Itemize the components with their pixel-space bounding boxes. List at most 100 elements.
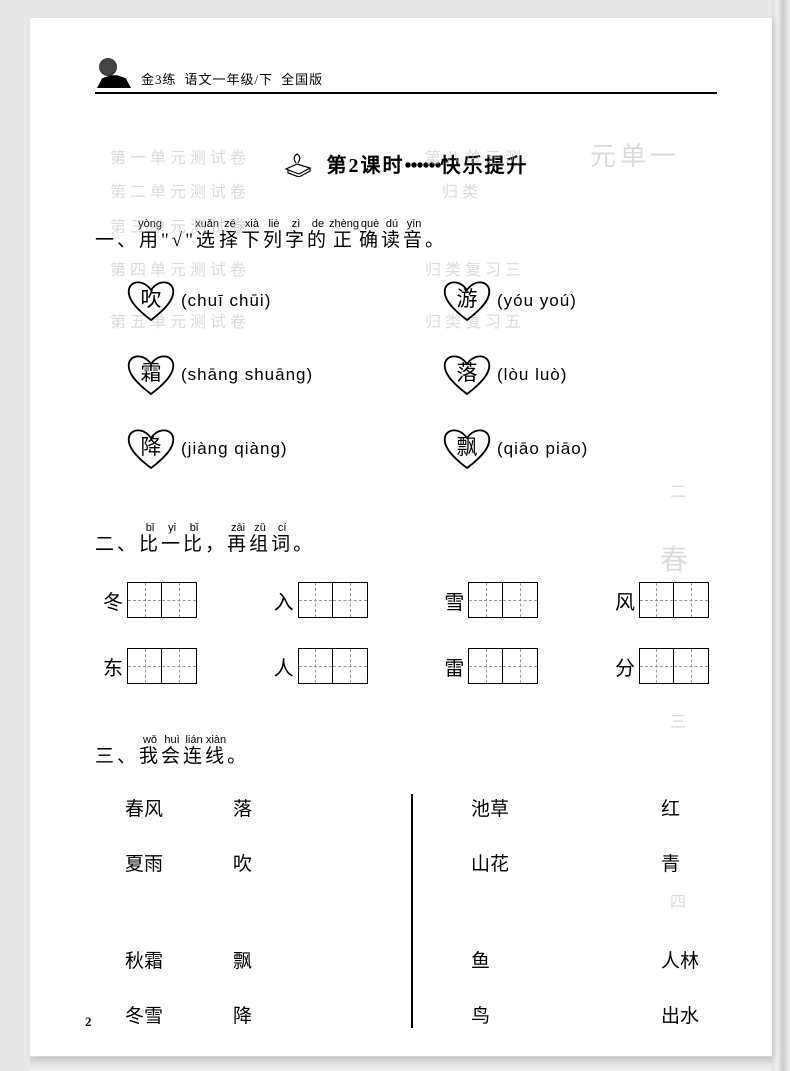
connect-word-right: 降: [233, 1001, 252, 1028]
plain-char: ，: [205, 534, 227, 555]
ruby-char: 我wǒ: [139, 746, 161, 767]
compare-item: 雪: [444, 582, 538, 618]
tianzige-box: [127, 582, 197, 618]
section-2-heading: 二、比bǐ一yi比bǐ，再zài组zǔ词cí。: [95, 522, 717, 554]
tianzige-cell: [128, 649, 162, 683]
heart-shape: 游: [441, 278, 493, 324]
connect-word-left: 池草: [471, 794, 509, 821]
section-2: 二、比bǐ一yi比bǐ，再zài组zǔ词cí。 冬 入 雪 风东 人 雷 分: [95, 522, 717, 684]
ruby-char: 音yīn: [403, 230, 425, 251]
connect-divider: [411, 794, 413, 1028]
connect-word-right: 吹: [233, 849, 252, 876]
compare-item: 分: [615, 648, 709, 684]
ghost-text: 第二单元测试卷: [110, 178, 250, 202]
tianzige-box: [639, 582, 709, 618]
heart-item: 霜(shāng shuāng): [125, 352, 401, 398]
connect-word-left: 鱼: [471, 946, 509, 973]
compare-item: 雷: [444, 648, 538, 684]
heart-grid: 吹 (chuī chūi) 游(yóu yoú) 霜(shāng shuāng) 落 (l…: [95, 278, 717, 472]
ruby-char: 会huì: [161, 746, 183, 767]
heart-char: 降: [141, 431, 162, 461]
page-header: 金3练 语文一年级/下 全国版: [95, 58, 717, 94]
compare-char: 雪: [444, 586, 464, 615]
tianzige-box: [468, 648, 538, 684]
heart-char: 吹: [141, 283, 162, 313]
plain-char: 。: [425, 230, 447, 251]
connect-right-column: 池草红山花青鱼人林鸟出水: [441, 794, 699, 1028]
pinyin-options: (lòu luò): [497, 365, 567, 385]
plain-char: √: [172, 230, 185, 251]
tianzige-box: [127, 648, 197, 684]
ruby-char: 确què: [359, 230, 381, 251]
connect-left-column: 春风落夏雨吹秋霜飘冬雪降: [125, 794, 383, 1028]
tianzige-cell: [162, 649, 196, 683]
ruby-char: 用yòng: [139, 230, 161, 251]
book-page-edge-right: [772, 0, 790, 1071]
section-3-index: 三、: [95, 746, 139, 767]
ruby-char: 选xuǎn: [196, 230, 219, 251]
heart-char: 游: [457, 283, 478, 313]
connect-word-left: 秋霜: [125, 946, 163, 973]
heart-item: 降 (jiàng qiàng): [125, 426, 401, 472]
compare-item: 人: [274, 648, 368, 684]
pinyin-options: (chuī chūi): [181, 291, 271, 311]
heart-shape: 吹: [125, 278, 177, 324]
ruby-char: 再zài: [227, 534, 249, 555]
book-stack-icon: [283, 151, 313, 177]
lesson-name: 快乐提升: [441, 155, 529, 177]
plain-char: 。: [227, 746, 249, 767]
ruby-char: 连lián: [183, 746, 205, 767]
ruby-char: 词cí: [271, 534, 293, 555]
connect-word-right: 人林: [661, 946, 699, 973]
pinyin-options: (qiāo piāo): [497, 439, 588, 459]
connect-word-left: 山花: [471, 849, 509, 876]
heart-shape: 飘: [441, 426, 493, 472]
tianzige-box: [468, 582, 538, 618]
tianzige-cell: [299, 649, 333, 683]
tianzige-box: [298, 648, 368, 684]
tianzige-cell: [640, 583, 674, 617]
connect-word-left: 鸟: [471, 1001, 509, 1028]
heart-item: 游(yóu yoú): [441, 278, 717, 324]
connect-word-right: 飘: [233, 946, 252, 973]
ruby-char: 下xià: [241, 230, 263, 251]
compare-char: 入: [274, 586, 294, 615]
tianzige-cell: [503, 583, 537, 617]
compare-item: 入: [274, 582, 368, 618]
connect-gap: [125, 904, 252, 918]
section-1-heading: 一、用yòng"√"选xuǎn择zé下xià列liè字zì的de正zhèng确q…: [95, 218, 717, 250]
worksheet-page: 第一单元测试卷第八单元测元单一第二单元测试卷归类第三单元测试卷第四单元测试卷归类…: [30, 18, 772, 1056]
heart-char: 落: [457, 357, 478, 387]
connect-word-left: 春风: [125, 794, 163, 821]
section-2-index: 二、: [95, 534, 139, 555]
compare-char: 东: [103, 652, 123, 681]
compare-char: 风: [615, 586, 635, 615]
section-3-heading: 三、我wǒ会huì连lián线xiàn。: [95, 734, 717, 766]
heart-item: 飘(qiāo piāo): [441, 426, 717, 472]
connect-word-right: 青: [661, 849, 699, 876]
compare-char: 冬: [103, 586, 123, 615]
plain-char: ": [161, 230, 172, 251]
ruby-char: 组zǔ: [249, 534, 271, 555]
compare-item: 风: [615, 582, 709, 618]
heart-shape: 霜: [125, 352, 177, 398]
tianzige-cell: [469, 583, 503, 617]
tianzige-cell: [333, 649, 367, 683]
header-logo-icon: [95, 58, 133, 88]
ghost-text: 二: [670, 478, 690, 502]
header-edition: 全国版: [281, 69, 323, 88]
ruby-char: 读dú: [381, 230, 403, 251]
section-3: 三、我wǒ会huì连lián线xiàn。 春风落夏雨吹秋霜飘冬雪降 池草红山花青…: [95, 734, 717, 1028]
lesson-dots: ••••••: [404, 155, 440, 177]
tianzige-cell: [640, 649, 674, 683]
pinyin-options: (jiàng qiàng): [181, 439, 288, 459]
lesson-title: 第2课时••••••快乐提升: [95, 149, 717, 178]
heart-shape: 落: [441, 352, 493, 398]
ruby-char: 列liè: [263, 230, 285, 251]
section-1-index: 一、: [95, 230, 139, 251]
connect-word-right: 红: [661, 794, 699, 821]
tianzige-cell: [469, 649, 503, 683]
connect-gap: [471, 904, 699, 918]
heart-item: 吹 (chuī chūi): [125, 278, 401, 324]
connect-word-left: 夏雨: [125, 849, 163, 876]
